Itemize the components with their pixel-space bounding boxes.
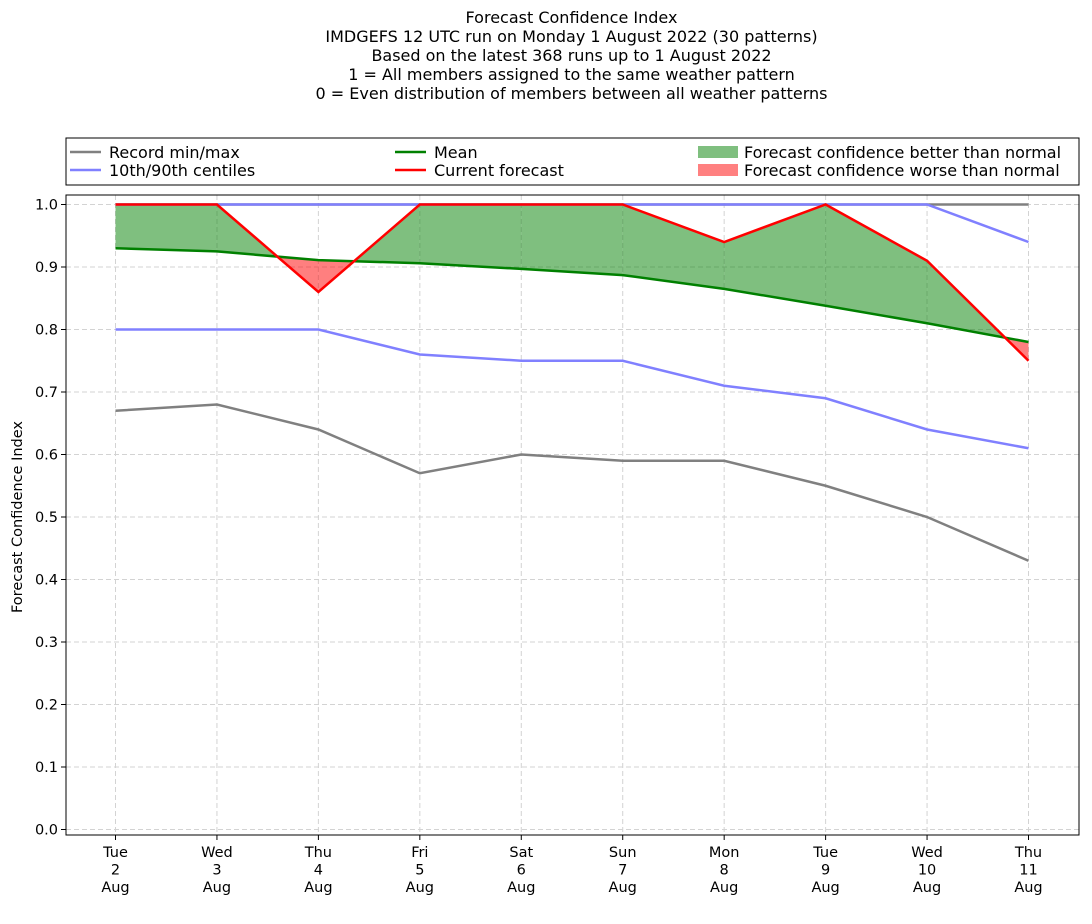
fill-areas (115, 204, 1029, 361)
legend-box (65, 137, 1080, 186)
x-tick-label: Sun 7 Aug (609, 845, 637, 896)
fill-better (419, 204, 522, 269)
plot-frame (65, 194, 1080, 836)
fill-better (825, 204, 928, 324)
series-record-min (115, 403, 1029, 562)
y-tick-label: 0.6 (35, 448, 58, 464)
fill-better (622, 204, 725, 289)
y-tick-label: 0.5 (35, 510, 58, 526)
series-p10 (115, 328, 1029, 450)
title-line-3: Based on the latest 368 runs up to 1 Aug… (371, 46, 772, 65)
y-tick-label: 0.4 (35, 573, 58, 589)
fill-better (115, 204, 217, 252)
y-tick-label: 0.8 (35, 323, 58, 339)
legend-label: Mean (434, 143, 478, 162)
legend-label: Current forecast (434, 161, 564, 180)
series-current (115, 203, 1030, 362)
title-line-4: 1 = All members assigned to the same wea… (348, 65, 795, 84)
y-tick-label: 0.9 (35, 260, 58, 276)
legend-swatch (698, 146, 738, 158)
title-line-1: Forecast Confidence Index (465, 8, 678, 27)
x-tick-label: Thu 11 Aug (1014, 845, 1043, 896)
y-tick-label: 0.2 (35, 698, 58, 714)
x-axis: Tue 2 Aug Wed 3 Aug Thu 4 Aug Fri 5 Aug Sat 6 Aug Sun 7 A… (101, 835, 1043, 896)
fill-better (521, 204, 623, 276)
x-tick-label: Wed 3 Aug (201, 845, 233, 896)
y-tick-label: 0.1 (35, 760, 58, 776)
fill-better (724, 204, 826, 306)
y-tick-label: 1.0 (35, 198, 58, 214)
x-tick-label: Tue 9 Aug (811, 845, 839, 896)
y-tick-label: 0.3 (35, 635, 58, 651)
legend-label: Record min/max (109, 143, 240, 162)
x-tick-label: Thu 4 Aug (304, 845, 333, 896)
chart-title: Forecast Confidence Index IMDGEFS 12 UTC… (0, 8, 1092, 103)
x-tick-label: Fri 5 Aug (406, 845, 434, 896)
x-tick-label: Wed 10 Aug (911, 845, 943, 896)
y-axis: 0.0 0.1 0.2 0.3 0.4 0.5 0.6 0.7 0.8 0.9 1.0 (35, 198, 66, 839)
legend-label: Forecast confidence better than normal (744, 143, 1061, 162)
legend-swatch (698, 164, 738, 176)
title-line-5: 0 = Even distribution of members between… (315, 84, 828, 103)
y-tick-label: 0.7 (35, 385, 58, 401)
x-tick-label: Tue 2 Aug (101, 845, 129, 896)
title-line-2: IMDGEFS 12 UTC run on Monday 1 August 20… (325, 27, 818, 46)
y-tick-label: 0.0 (35, 823, 58, 839)
series-lines (115, 203, 1030, 562)
x-tick-label: Mon 8 Aug (709, 845, 740, 896)
y-axis-label: Forecast Confidence Index (10, 421, 26, 613)
series-mean (115, 247, 1029, 344)
legend-label: Forecast confidence worse than normal (744, 161, 1060, 180)
x-tick-label: Sat 6 Aug (507, 845, 535, 896)
legend-label: 10th/90th centiles (109, 161, 255, 180)
